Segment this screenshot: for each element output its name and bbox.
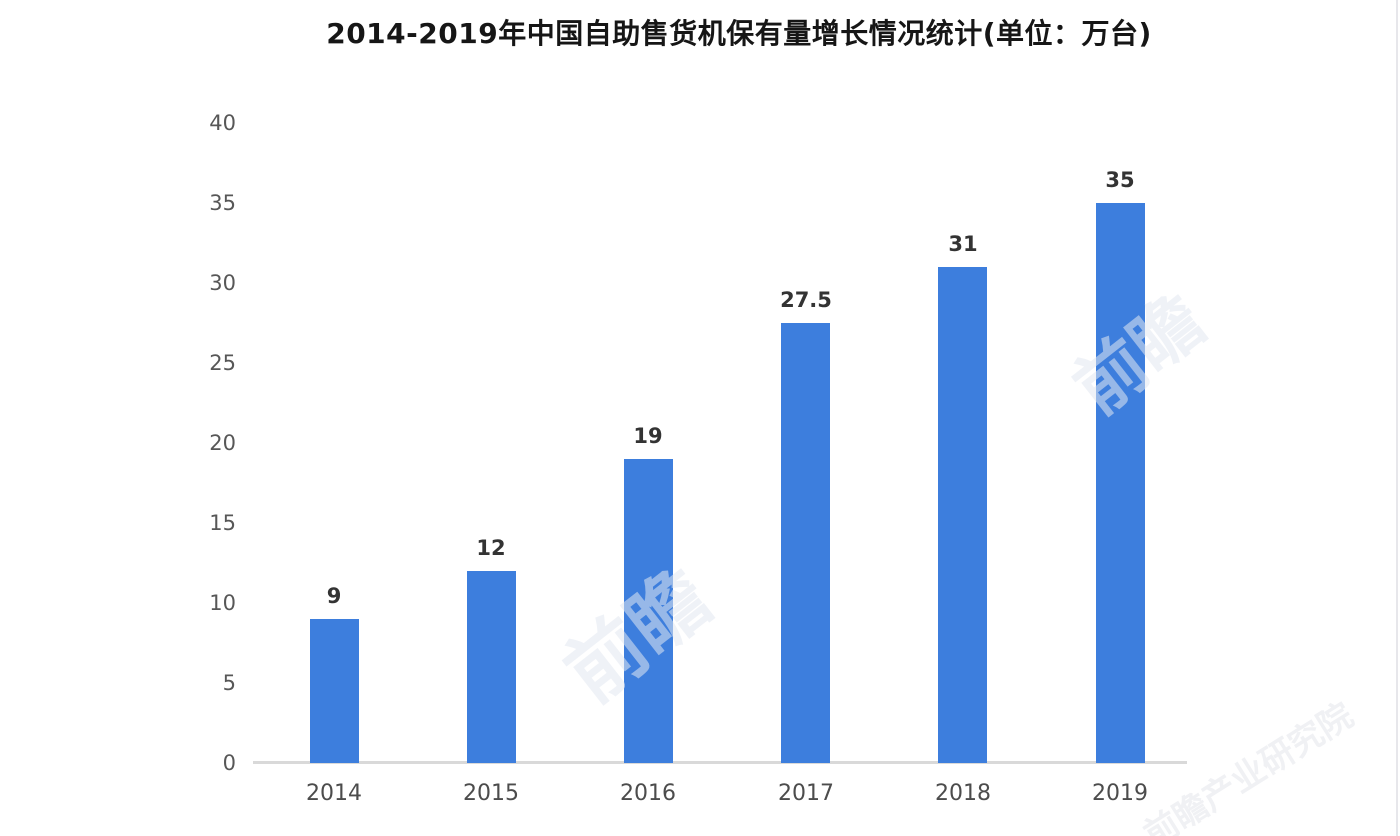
x-tick-label-2018: 2018 <box>935 781 991 806</box>
y-tick-label-25: 25 <box>209 351 236 375</box>
y-tick-label-20: 20 <box>209 431 236 455</box>
x-tick-label-2014: 2014 <box>306 781 362 806</box>
bar-2014 <box>310 619 359 763</box>
y-tick-label-0: 0 <box>222 751 236 775</box>
y-tick-label-15: 15 <box>209 511 236 535</box>
bar-2018 <box>938 267 987 763</box>
bar-2019 <box>1096 203 1145 763</box>
y-tick-label-35: 35 <box>209 191 236 215</box>
value-label-2016: 19 <box>633 424 663 448</box>
page-right-border-line <box>1396 0 1398 836</box>
value-label-2018: 31 <box>948 232 978 256</box>
value-label-2019: 35 <box>1105 168 1135 192</box>
value-label-2014: 9 <box>326 584 342 608</box>
y-tick-label-10: 10 <box>209 591 236 615</box>
bar-2017 <box>781 323 830 763</box>
y-tick-label-5: 5 <box>222 671 236 695</box>
x-axis-line <box>253 761 1187 764</box>
x-tick-label-2017: 2017 <box>778 781 834 806</box>
y-tick-label-40: 40 <box>209 111 236 135</box>
bar-2015 <box>467 571 516 763</box>
x-tick-label-2015: 2015 <box>463 781 519 806</box>
value-label-2015: 12 <box>476 536 506 560</box>
bar-2016 <box>624 459 673 763</box>
chart-title: 2014-2019年中国自助售货机保有量增长情况统计(单位：万台) <box>326 17 1152 50</box>
value-label-2017: 27.5 <box>780 288 832 312</box>
y-tick-label-30: 30 <box>209 271 236 295</box>
x-tick-label-2016: 2016 <box>620 781 676 806</box>
x-tick-label-2019: 2019 <box>1092 781 1148 806</box>
